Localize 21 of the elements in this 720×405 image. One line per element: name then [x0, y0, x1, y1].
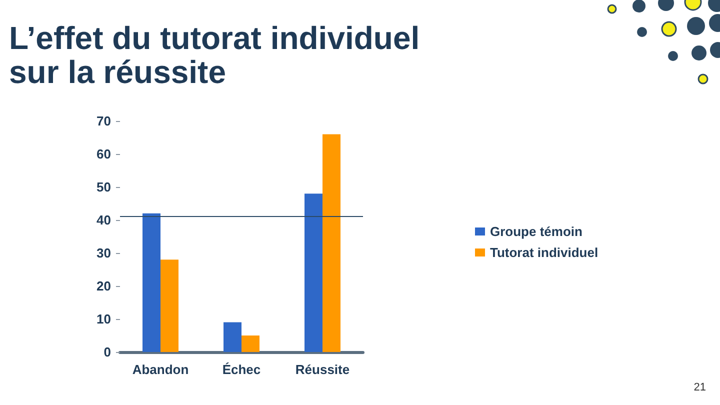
x-tick-label: Échec — [222, 362, 261, 377]
y-tick-label: 10 — [96, 312, 111, 326]
bar — [322, 134, 340, 352]
y-tick-label: 70 — [96, 114, 111, 128]
bar — [304, 194, 322, 352]
chart-title: L’effet du tutorat individuel sur la réussite — [9, 20, 429, 90]
y-tick-label: 0 — [104, 344, 111, 360]
legend-label: Tutorat individuel — [490, 245, 598, 260]
bar — [160, 260, 178, 352]
bar — [242, 336, 260, 352]
y-tick-label: 20 — [96, 278, 111, 294]
y-tick-label: 50 — [96, 180, 111, 194]
y-tick-label: 60 — [96, 146, 111, 162]
x-tick-label: Réussite — [295, 362, 350, 377]
text: 21 — [694, 382, 706, 394]
y-tick-label: 30 — [96, 246, 111, 260]
bar — [142, 213, 160, 352]
x-tick-label: Abandon — [132, 362, 189, 377]
legend-label: Groupe témoin — [490, 224, 583, 239]
y-tick-label: 40 — [96, 212, 111, 228]
bar — [224, 322, 242, 352]
